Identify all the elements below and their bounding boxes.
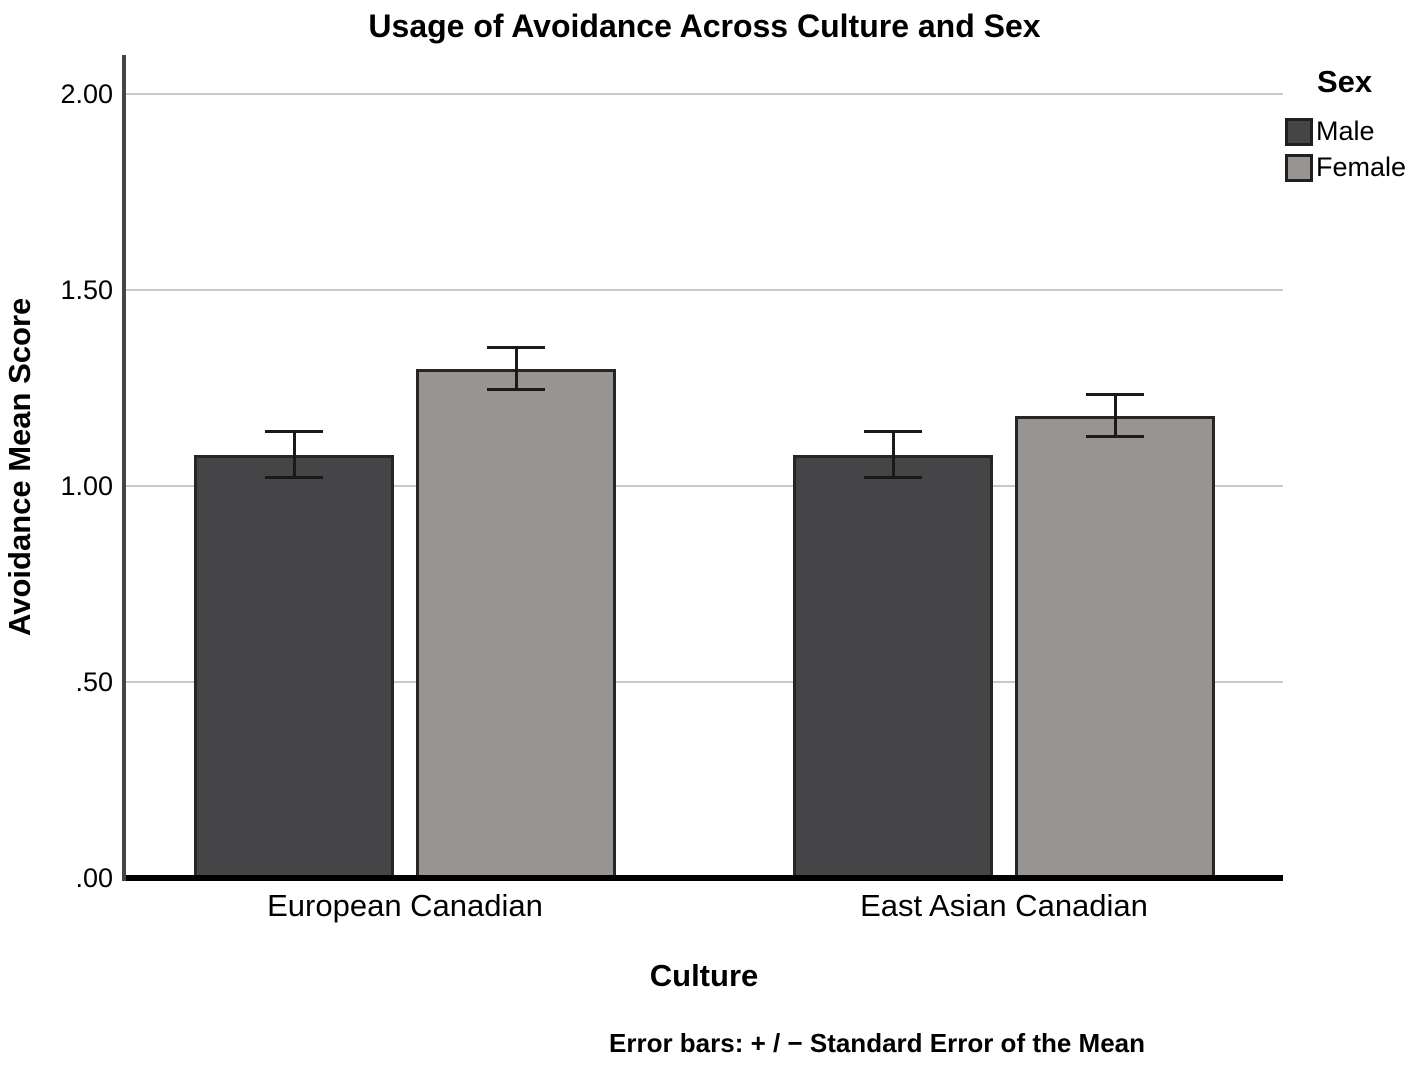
error-bar-male-east-asian-canadian bbox=[864, 430, 922, 480]
error-bar-female-european-canadian bbox=[487, 345, 545, 392]
x-axis-line bbox=[122, 875, 1283, 881]
chart-title: Usage of Avoidance Across Culture and Se… bbox=[368, 8, 1041, 44]
legend-swatch-male bbox=[1285, 117, 1313, 146]
error-bar-cap-bottom bbox=[1086, 435, 1144, 439]
error-bar-stem bbox=[514, 345, 518, 392]
legend-items: Male Female bbox=[1285, 116, 1406, 183]
y-tick-label-1.50: 1.50 bbox=[60, 275, 113, 306]
x-axis-title: Culture bbox=[649, 958, 759, 993]
legend: Sex Male Female bbox=[1285, 64, 1406, 188]
y-tick-label-.50: .50 bbox=[75, 667, 113, 698]
error-bar-cap-bottom bbox=[864, 476, 922, 480]
legend-label-female: Female bbox=[1316, 152, 1407, 182]
error-bar-cap-bottom bbox=[487, 388, 545, 392]
error-bar-stem bbox=[1113, 392, 1117, 439]
error-bar-cap-bottom bbox=[265, 476, 323, 480]
bar-female-european-canadian bbox=[416, 368, 616, 878]
y-tick-label-.00: .00 bbox=[75, 863, 113, 893]
x-tick-label-east-asian-canadian: East Asian Canadian bbox=[860, 888, 1148, 923]
y-axis-title: Avoidance Mean Score bbox=[2, 297, 37, 636]
gridline-2.00 bbox=[126, 93, 1283, 96]
error-bars-caption: Error bars: + / − Standard Error of the … bbox=[608, 1028, 1146, 1058]
bar-male-european-canadian bbox=[194, 454, 394, 878]
y-tick-label-1.00: 1.00 bbox=[60, 471, 113, 502]
gridline-.50 bbox=[126, 681, 1283, 684]
y-axis-line bbox=[122, 55, 126, 881]
error-bar-stem bbox=[891, 430, 895, 480]
legend-item-female: Female bbox=[1285, 152, 1406, 183]
x-tick-label-european-canadian: European Canadian bbox=[267, 888, 543, 923]
legend-title: Sex bbox=[1317, 64, 1373, 99]
y-tick-label-2.00: 2.00 bbox=[60, 79, 113, 110]
bar-male-east-asian-canadian bbox=[793, 454, 993, 878]
error-bar-female-east-asian-canadian bbox=[1086, 392, 1144, 439]
legend-item-male: Male bbox=[1285, 116, 1406, 147]
plot-area bbox=[122, 55, 1283, 881]
gridline-1.00 bbox=[126, 485, 1283, 488]
bar-female-east-asian-canadian bbox=[1015, 415, 1215, 878]
error-bar-male-european-canadian bbox=[265, 430, 323, 480]
error-bar-stem bbox=[292, 430, 296, 480]
legend-swatch-female bbox=[1285, 153, 1313, 182]
legend-label-male: Male bbox=[1316, 116, 1375, 146]
gridline-1.50 bbox=[126, 289, 1283, 292]
